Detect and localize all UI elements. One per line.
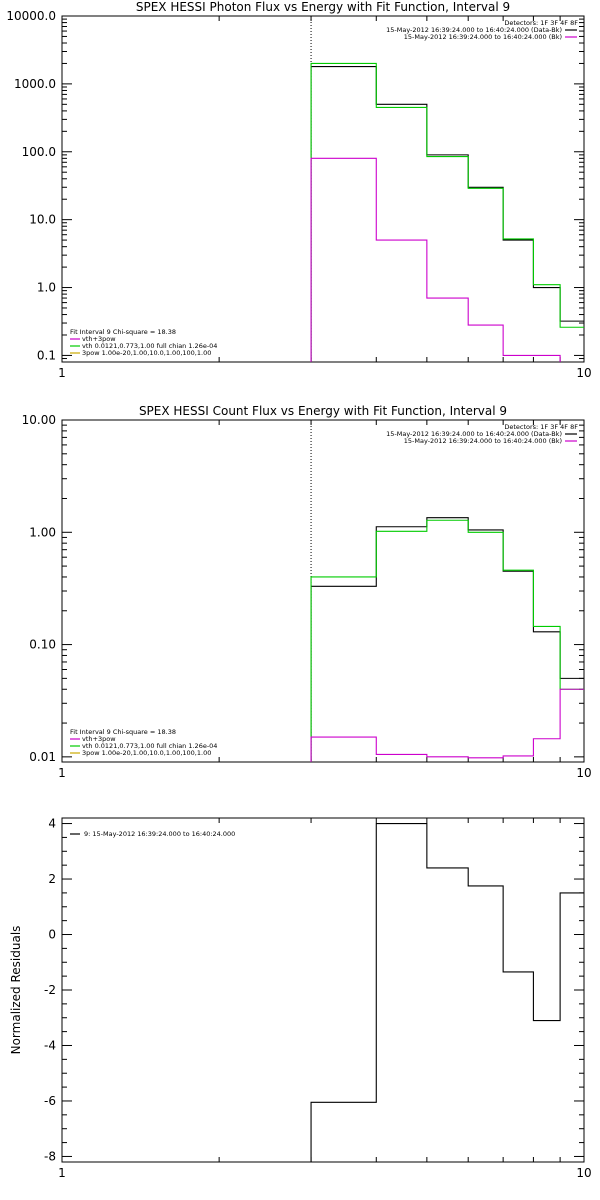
legend-entry: 9: 15-May-2012 16:39:24.000 to 16:40:24.…	[84, 830, 235, 838]
plot-frame	[61, 15, 585, 363]
y-tick-label: 100.0	[22, 145, 56, 159]
legend-entry: Fit Interval 9 Chi-square = 18.38	[70, 728, 176, 736]
x-tick-label: 1	[58, 366, 66, 380]
y-tick-label: -6	[44, 1094, 56, 1108]
y-tick-label: 10000.0	[6, 9, 56, 23]
y-tick-label: 0.01	[29, 750, 56, 764]
legend-entry: vth 0.0121,0.773,1.00 full chian 1.26e-0…	[82, 342, 217, 350]
y-tick-label: 1.00	[29, 525, 56, 539]
legend-entry: vth+3pow	[82, 335, 116, 343]
legend-entry: 15-May-2012 16:39:24.000 to 16:40:24.000…	[404, 437, 562, 445]
y-tick-label: 10.00	[22, 413, 56, 427]
legend-entry: Detectors: 1F 3F 4F 8F	[504, 423, 578, 431]
y-tick-label: -2	[44, 983, 56, 997]
x-tick-label: 10	[576, 766, 591, 780]
series-0-histogram	[310, 66, 584, 362]
series-2-histogram	[310, 157, 561, 362]
y-tick-label: -4	[44, 1038, 56, 1052]
plot-frame	[61, 419, 585, 763]
series-1-histogram	[310, 62, 584, 362]
plot-frame	[61, 817, 585, 1163]
legend-entry: 15-May-2012 16:39:24.000 to 16:40:24.000…	[386, 430, 562, 438]
y-tick-label: 1.0	[37, 281, 56, 295]
legend-entry: vth+3pow	[82, 735, 116, 743]
series-0-histogram	[310, 517, 584, 762]
residuals-panel: Normalized Residuals 1 10 4 2 0 -2 -4 -6 -8 9: 15-…	[9, 817, 592, 1180]
legend-entry: Fit Interval 9 Chi-square = 18.38	[70, 328, 176, 336]
y-tick-label: -8	[44, 1149, 56, 1163]
y-tick-label: 10.0	[29, 213, 56, 227]
count-flux-panel: SPEX HESSI Count Flux vs Energy with Fit…	[22, 404, 592, 780]
y-tick-label: 2	[48, 872, 56, 886]
y-tick-label: 1000.0	[14, 77, 56, 91]
legend-entry: 15-May-2012 16:39:24.000 to 16:40:24.000…	[404, 33, 562, 41]
legend-entry: 15-May-2012 16:39:24.000 to 16:40:24.000…	[386, 26, 562, 34]
legend-entry: vth 0.0121,0.773,1.00 full chian 1.26e-0…	[82, 742, 217, 750]
y-tick-label: 4	[48, 817, 56, 831]
x-tick-label: 1	[58, 766, 66, 780]
y-tick-label: 0.10	[29, 638, 56, 652]
y-tick-label: 0	[48, 928, 56, 942]
series-0-histogram	[310, 822, 584, 1162]
x-tick-label: 1	[58, 1166, 66, 1180]
series-1-histogram	[310, 519, 584, 762]
legend-entry: Detectors: 1F 3F 4F 8F	[504, 19, 578, 27]
x-tick-label: 10	[576, 366, 591, 380]
y-axis-label: Normalized Residuals	[9, 926, 23, 1055]
chart-title: SPEX HESSI Count Flux vs Energy with Fit…	[139, 404, 507, 418]
y-tick-label: 0.1	[37, 348, 56, 362]
legend-entry: 3pow 1.00e-20,1.00,10.0,1.00,100,1.00	[82, 749, 211, 757]
chart-title: SPEX HESSI Photon Flux vs Energy with Fi…	[136, 0, 510, 14]
legend-entry: 3pow 1.00e-20,1.00,10.0,1.00,100,1.00	[82, 349, 211, 357]
photon-flux-panel: SPEX HESSI Photon Flux vs Energy with Fi…	[6, 0, 591, 380]
x-tick-label: 10	[576, 1166, 591, 1180]
series-2-histogram	[310, 688, 584, 762]
